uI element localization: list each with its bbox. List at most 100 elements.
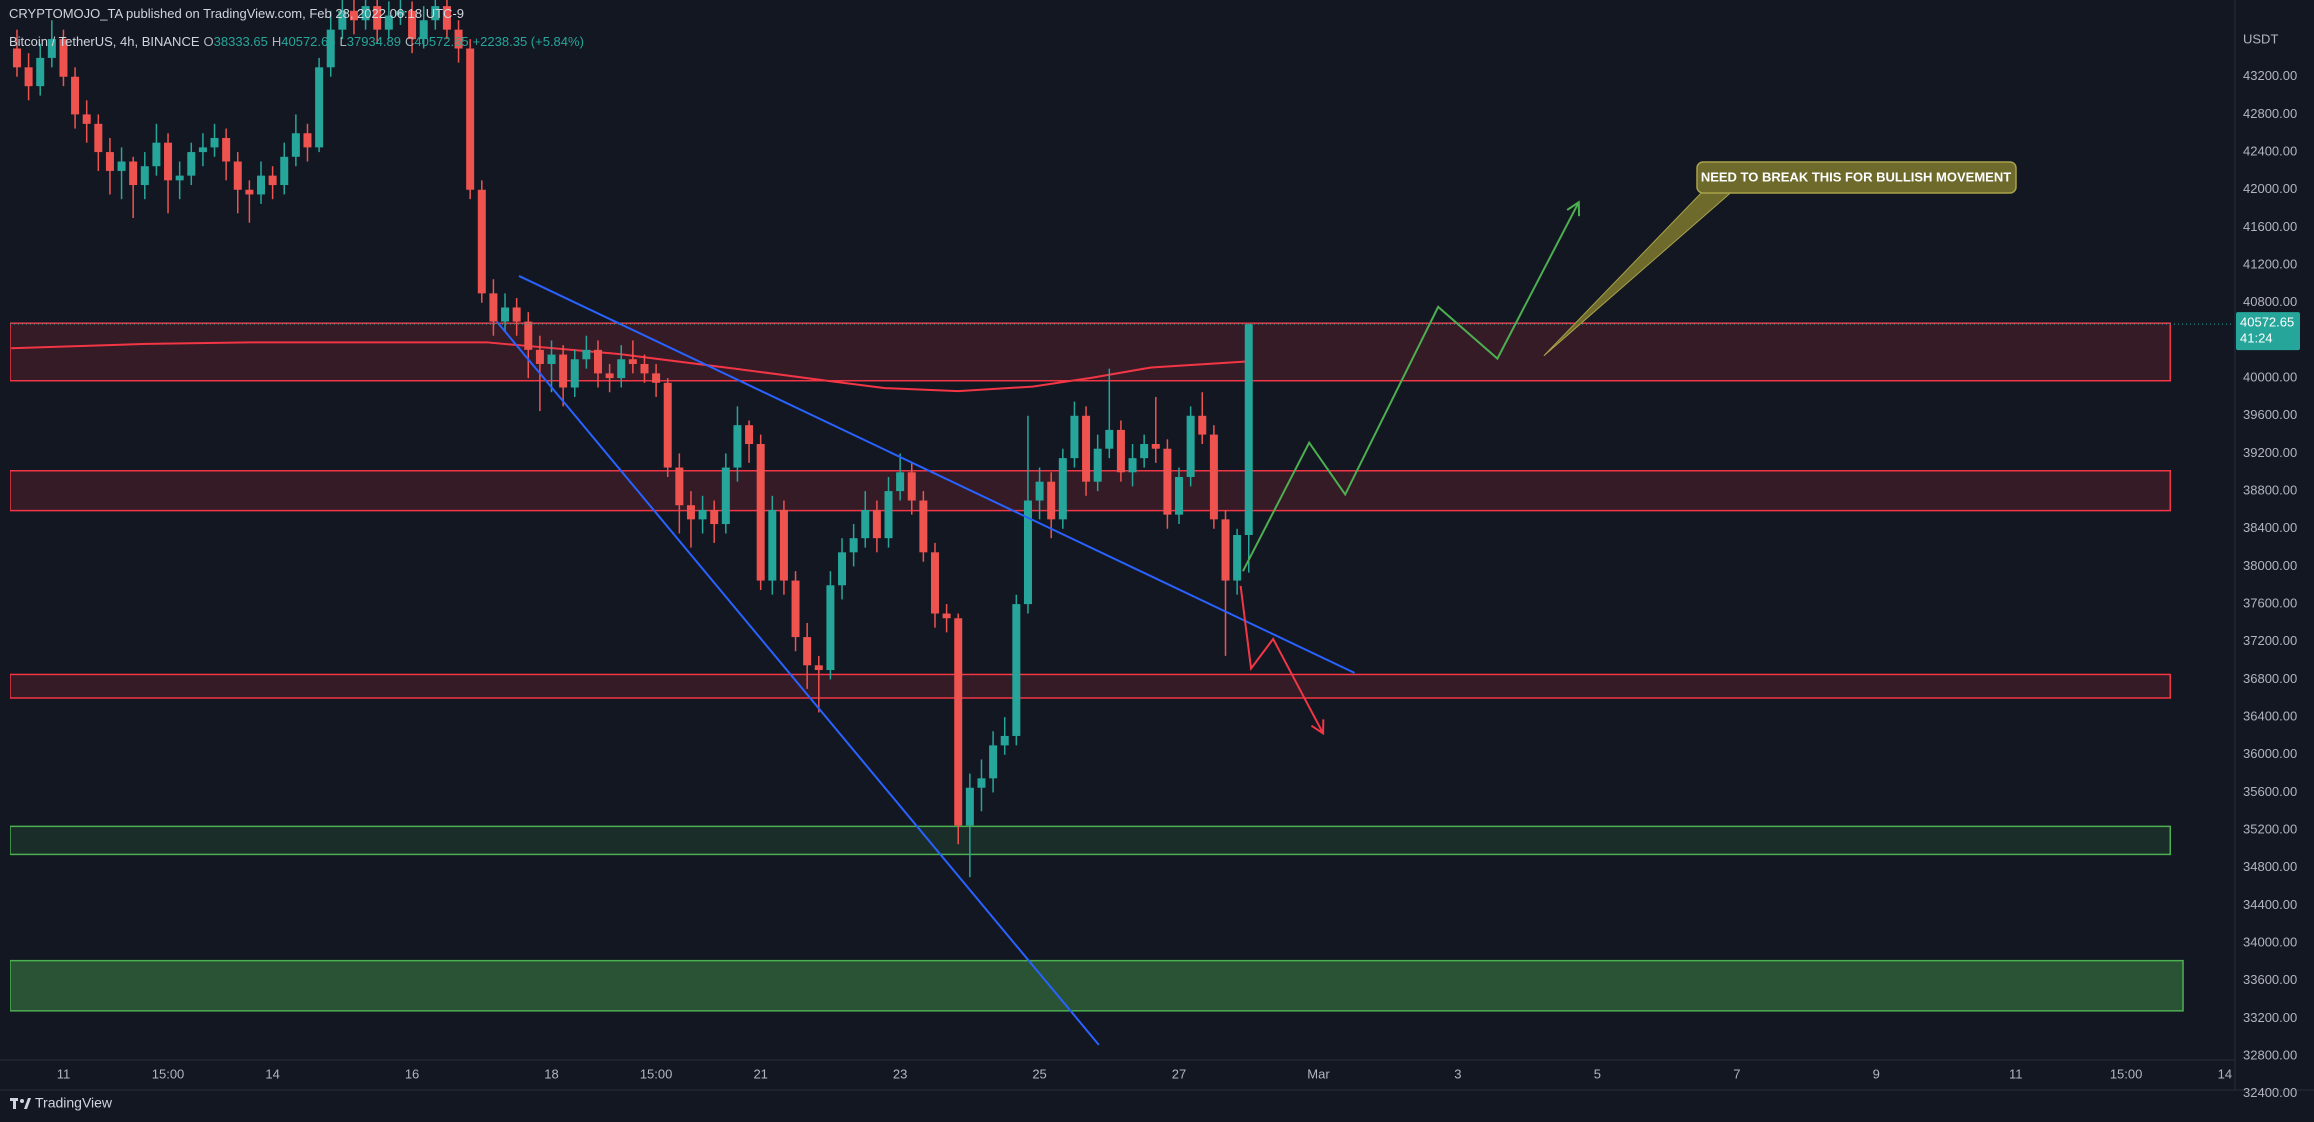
candle-body [628,359,637,364]
y-tick-label: 39600.00 [2243,407,2297,422]
candle-body [1093,448,1102,482]
y-tick-label: 36000.00 [2243,746,2297,761]
ohlc-value: 40572.65 [414,34,469,49]
candle-body [942,613,951,619]
ohlc-key: C [404,34,415,49]
candle-body [280,156,289,186]
candle-body [1175,476,1184,515]
byline: CRYPTOMOJO_TA published on TradingView.c… [9,6,464,21]
y-tick-label: 40000.00 [2243,370,2297,385]
candle-body [117,161,126,171]
candle-body [326,29,335,68]
x-tick-label: Mar [1307,1066,1330,1081]
candle-body [1163,448,1172,515]
y-tick-label: 34800.00 [2243,859,2297,874]
candle-body [605,373,614,379]
candle-body [129,161,138,186]
x-tick-label: 11 [57,1066,71,1081]
candle-body [338,10,347,30]
candle-body [187,152,196,176]
x-tick-label: 16 [405,1066,419,1081]
zone [10,673,2171,699]
candle-body [245,189,254,195]
annotation: NEED TO BREAK THIS FOR BULLISH MOVEMENT [1543,161,2017,357]
candle-body [721,467,730,525]
candle-body [1023,500,1032,605]
candle-body [198,147,207,153]
candle-body [71,76,80,115]
zone [10,825,2171,856]
y-tick-label: 36400.00 [2243,709,2297,724]
candle-body [94,123,103,153]
candle-body [512,307,521,322]
candle-body [849,538,858,553]
y-tick-label: 33600.00 [2243,972,2297,987]
candle-body [954,618,963,826]
candle-body [872,509,881,539]
candle-body [965,787,974,826]
x-tick-label: 14 [2218,1066,2232,1081]
x-tick-label: 3 [1454,1066,1461,1081]
candle-body [303,133,312,148]
pane [10,0,2233,1046]
x-tick-label: 23 [893,1066,907,1081]
brand-logo [10,1098,31,1109]
x-tick-label: 7 [1733,1066,1740,1081]
currency: USDT [2243,31,2278,46]
candle-body [791,580,800,638]
candle-body [1082,415,1091,482]
x-tick-label: 25 [1032,1066,1046,1081]
candle-body [1058,458,1067,520]
candle-body [756,444,765,581]
candle-body [59,39,68,77]
trendline [496,321,1100,1046]
annotation-box [1696,161,2017,194]
candle-body [489,293,498,322]
y-tick-label: 43200.00 [2243,68,2297,83]
arrow-path [1239,585,1324,734]
y-tick-label: 34400.00 [2243,897,2297,912]
x-tick-label: 5 [1594,1066,1601,1081]
arrow-path [1242,201,1580,572]
y-tick-label: 42400.00 [2243,144,2297,159]
candle-body [686,505,695,520]
candle-body [733,425,742,468]
candle-body [861,509,870,539]
symbol-legend: Bitcoin / TetherUS, 4h, BINANCE O38333.65… [9,34,588,49]
candle-body [349,10,358,21]
y-tick-label: 32400.00 [2243,1085,2297,1100]
candle-body [140,166,149,186]
candle-body [1116,429,1125,473]
candle-body [535,349,544,364]
candle-body [977,778,986,788]
candle-body [1151,444,1160,449]
ohlc-value: 37934.89 [346,34,401,49]
x-tick-label: 15:00 [152,1066,185,1081]
y-tick-label: 32800.00 [2243,1048,2297,1063]
candle-body [896,472,905,492]
candle-body [419,20,428,40]
candle-body [698,509,707,520]
candle-body [47,39,56,58]
candle-body [1221,519,1230,581]
last-price-label: 40572.65 [2240,315,2294,330]
x-tick-label: 11 [2009,1066,2023,1081]
candle-body [803,637,812,666]
candle-body [396,10,405,16]
candle-body [384,15,393,30]
zone [10,470,2171,512]
change: +2238.35 (+5.84%) [472,34,584,49]
candle-body [884,491,893,539]
candle-body [1012,604,1021,736]
candle-body [1140,444,1149,459]
candle-body [152,142,161,167]
candle-body [1186,415,1195,477]
candle-body [1128,458,1137,473]
candle-body [1000,735,1009,746]
zone [10,322,2171,382]
x-tick-label: 15:00 [2110,1066,2143,1081]
candle-body [640,363,649,374]
candle-body [1244,324,1253,536]
